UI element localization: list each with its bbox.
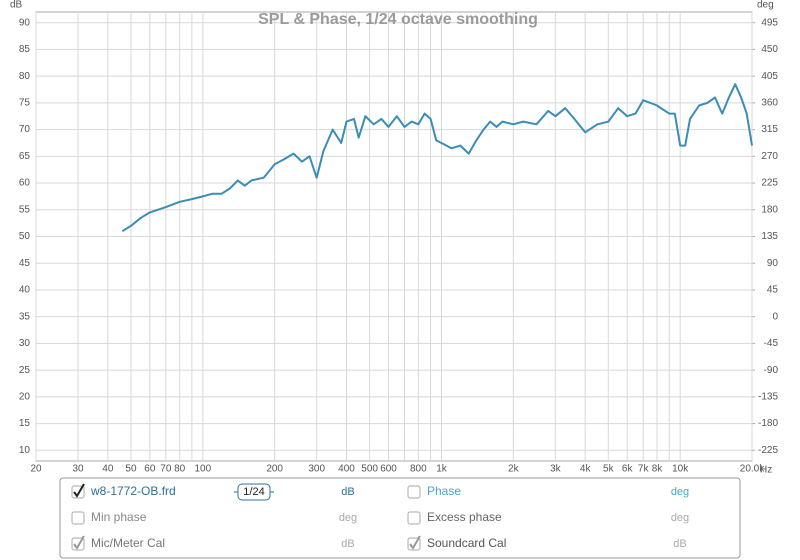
y2-tick-label: 180: [761, 204, 778, 215]
x-tick-label: 600: [380, 464, 397, 475]
checkbox[interactable]: [71, 511, 85, 525]
x-tick-label: 50: [125, 464, 137, 475]
x-tick-label: 5k: [603, 464, 615, 475]
x-tick-label: 7k: [638, 464, 650, 475]
y-tick-label: 65: [19, 151, 31, 162]
x-axis-label: Hz: [760, 465, 772, 476]
y2-tick-label: -225: [758, 445, 778, 456]
y-tick-label: 15: [19, 418, 31, 429]
x-tick-label: 1k: [436, 464, 448, 475]
y2-tick-label: -45: [764, 338, 779, 349]
x-tick-label: 3k: [550, 464, 562, 475]
y2-tick-label: 405: [761, 71, 778, 82]
trace-unit: dB: [341, 538, 354, 550]
y-tick-label: 25: [19, 365, 31, 376]
x-tick-label: 10k: [672, 464, 689, 475]
y-tick-label: 55: [19, 204, 31, 215]
y2-tick-label: 315: [761, 124, 778, 135]
y2-tick-label: 225: [761, 178, 778, 189]
trace-label: Min phase: [91, 510, 147, 524]
trace-unit: deg: [671, 486, 689, 498]
x-tick-label: 20: [30, 464, 42, 475]
y2-tick-label: -135: [758, 391, 778, 402]
y2-tick-label: 360: [761, 98, 778, 109]
checkmark: [409, 535, 421, 550]
chart-title: SPL & Phase, 1/24 octave smoothing: [258, 11, 538, 28]
y2-tick-label: -180: [758, 418, 778, 429]
x-tick-label: 400: [338, 464, 355, 475]
trace-unit: deg: [339, 512, 357, 524]
trace-panel: [59, 477, 741, 559]
x-tick-label: 30: [72, 464, 84, 475]
y-tick-label: 10: [19, 445, 31, 456]
y-tick-label: 35: [19, 311, 31, 322]
trace-label: Phase: [427, 484, 461, 498]
x-tick-label: 200: [266, 464, 283, 475]
trace-label: w8-1772-OB.frd: [90, 484, 176, 498]
y-tick-label: 70: [19, 124, 31, 135]
x-tick-label: 300: [308, 464, 325, 475]
x-tick-label: 2k: [508, 464, 520, 475]
x-tick-label: 4k: [580, 464, 592, 475]
x-tick-label: 6k: [622, 464, 634, 475]
trace-label: Mic/Meter Cal: [91, 536, 165, 550]
spl-trace: [121, 83, 753, 233]
checkbox[interactable]: [407, 485, 421, 499]
y-tick-label: 45: [19, 258, 31, 269]
x-tick-label: 70: [160, 464, 172, 475]
y-tick-label: 40: [19, 285, 31, 296]
y-tick-label: 90: [19, 17, 31, 28]
y2-tick-label: -90: [764, 365, 779, 376]
y2-tick-label: 90: [767, 258, 779, 269]
y2-tick-label: 0: [772, 311, 778, 322]
y2-tick-label: 495: [761, 17, 778, 28]
smoothing-box[interactable]: [237, 483, 271, 501]
x-tick-label: 100: [194, 464, 211, 475]
y-tick-label: 75: [19, 98, 31, 109]
trace-unit: deg: [671, 512, 689, 524]
y-axis-label: dB: [10, 0, 23, 11]
x-tick-label: 20.0k: [740, 464, 765, 475]
x-tick-label: 800: [410, 464, 427, 475]
x-tick-label: 80: [174, 464, 186, 475]
y2-axis-label: deg: [757, 0, 774, 11]
checkmark: [73, 483, 85, 498]
y-tick-label: 50: [19, 231, 31, 242]
trace-unit: dB: [673, 538, 686, 550]
checkmark: [73, 535, 85, 550]
y2-tick-label: 135: [761, 231, 778, 242]
y-tick-label: 30: [19, 338, 31, 349]
trace-label: Soundcard Cal: [427, 536, 506, 550]
smoothing-label[interactable]: 1/24: [243, 486, 264, 498]
x-tick-label: 40: [102, 464, 114, 475]
y-tick-label: 80: [19, 71, 31, 82]
y-tick-label: 20: [19, 391, 31, 402]
y-tick-label: 60: [19, 178, 31, 189]
y-tick-label: 85: [19, 44, 31, 55]
checkbox[interactable]: [407, 511, 421, 525]
trace-label: Excess phase: [427, 510, 502, 524]
y2-tick-label: 270: [761, 151, 778, 162]
y2-tick-label: 450: [761, 44, 778, 55]
x-tick-label: 60: [144, 464, 156, 475]
x-tick-label: 500: [361, 464, 378, 475]
trace-unit: dB: [341, 486, 354, 498]
x-tick-label: 8k: [652, 464, 664, 475]
y2-tick-label: 45: [767, 285, 779, 296]
